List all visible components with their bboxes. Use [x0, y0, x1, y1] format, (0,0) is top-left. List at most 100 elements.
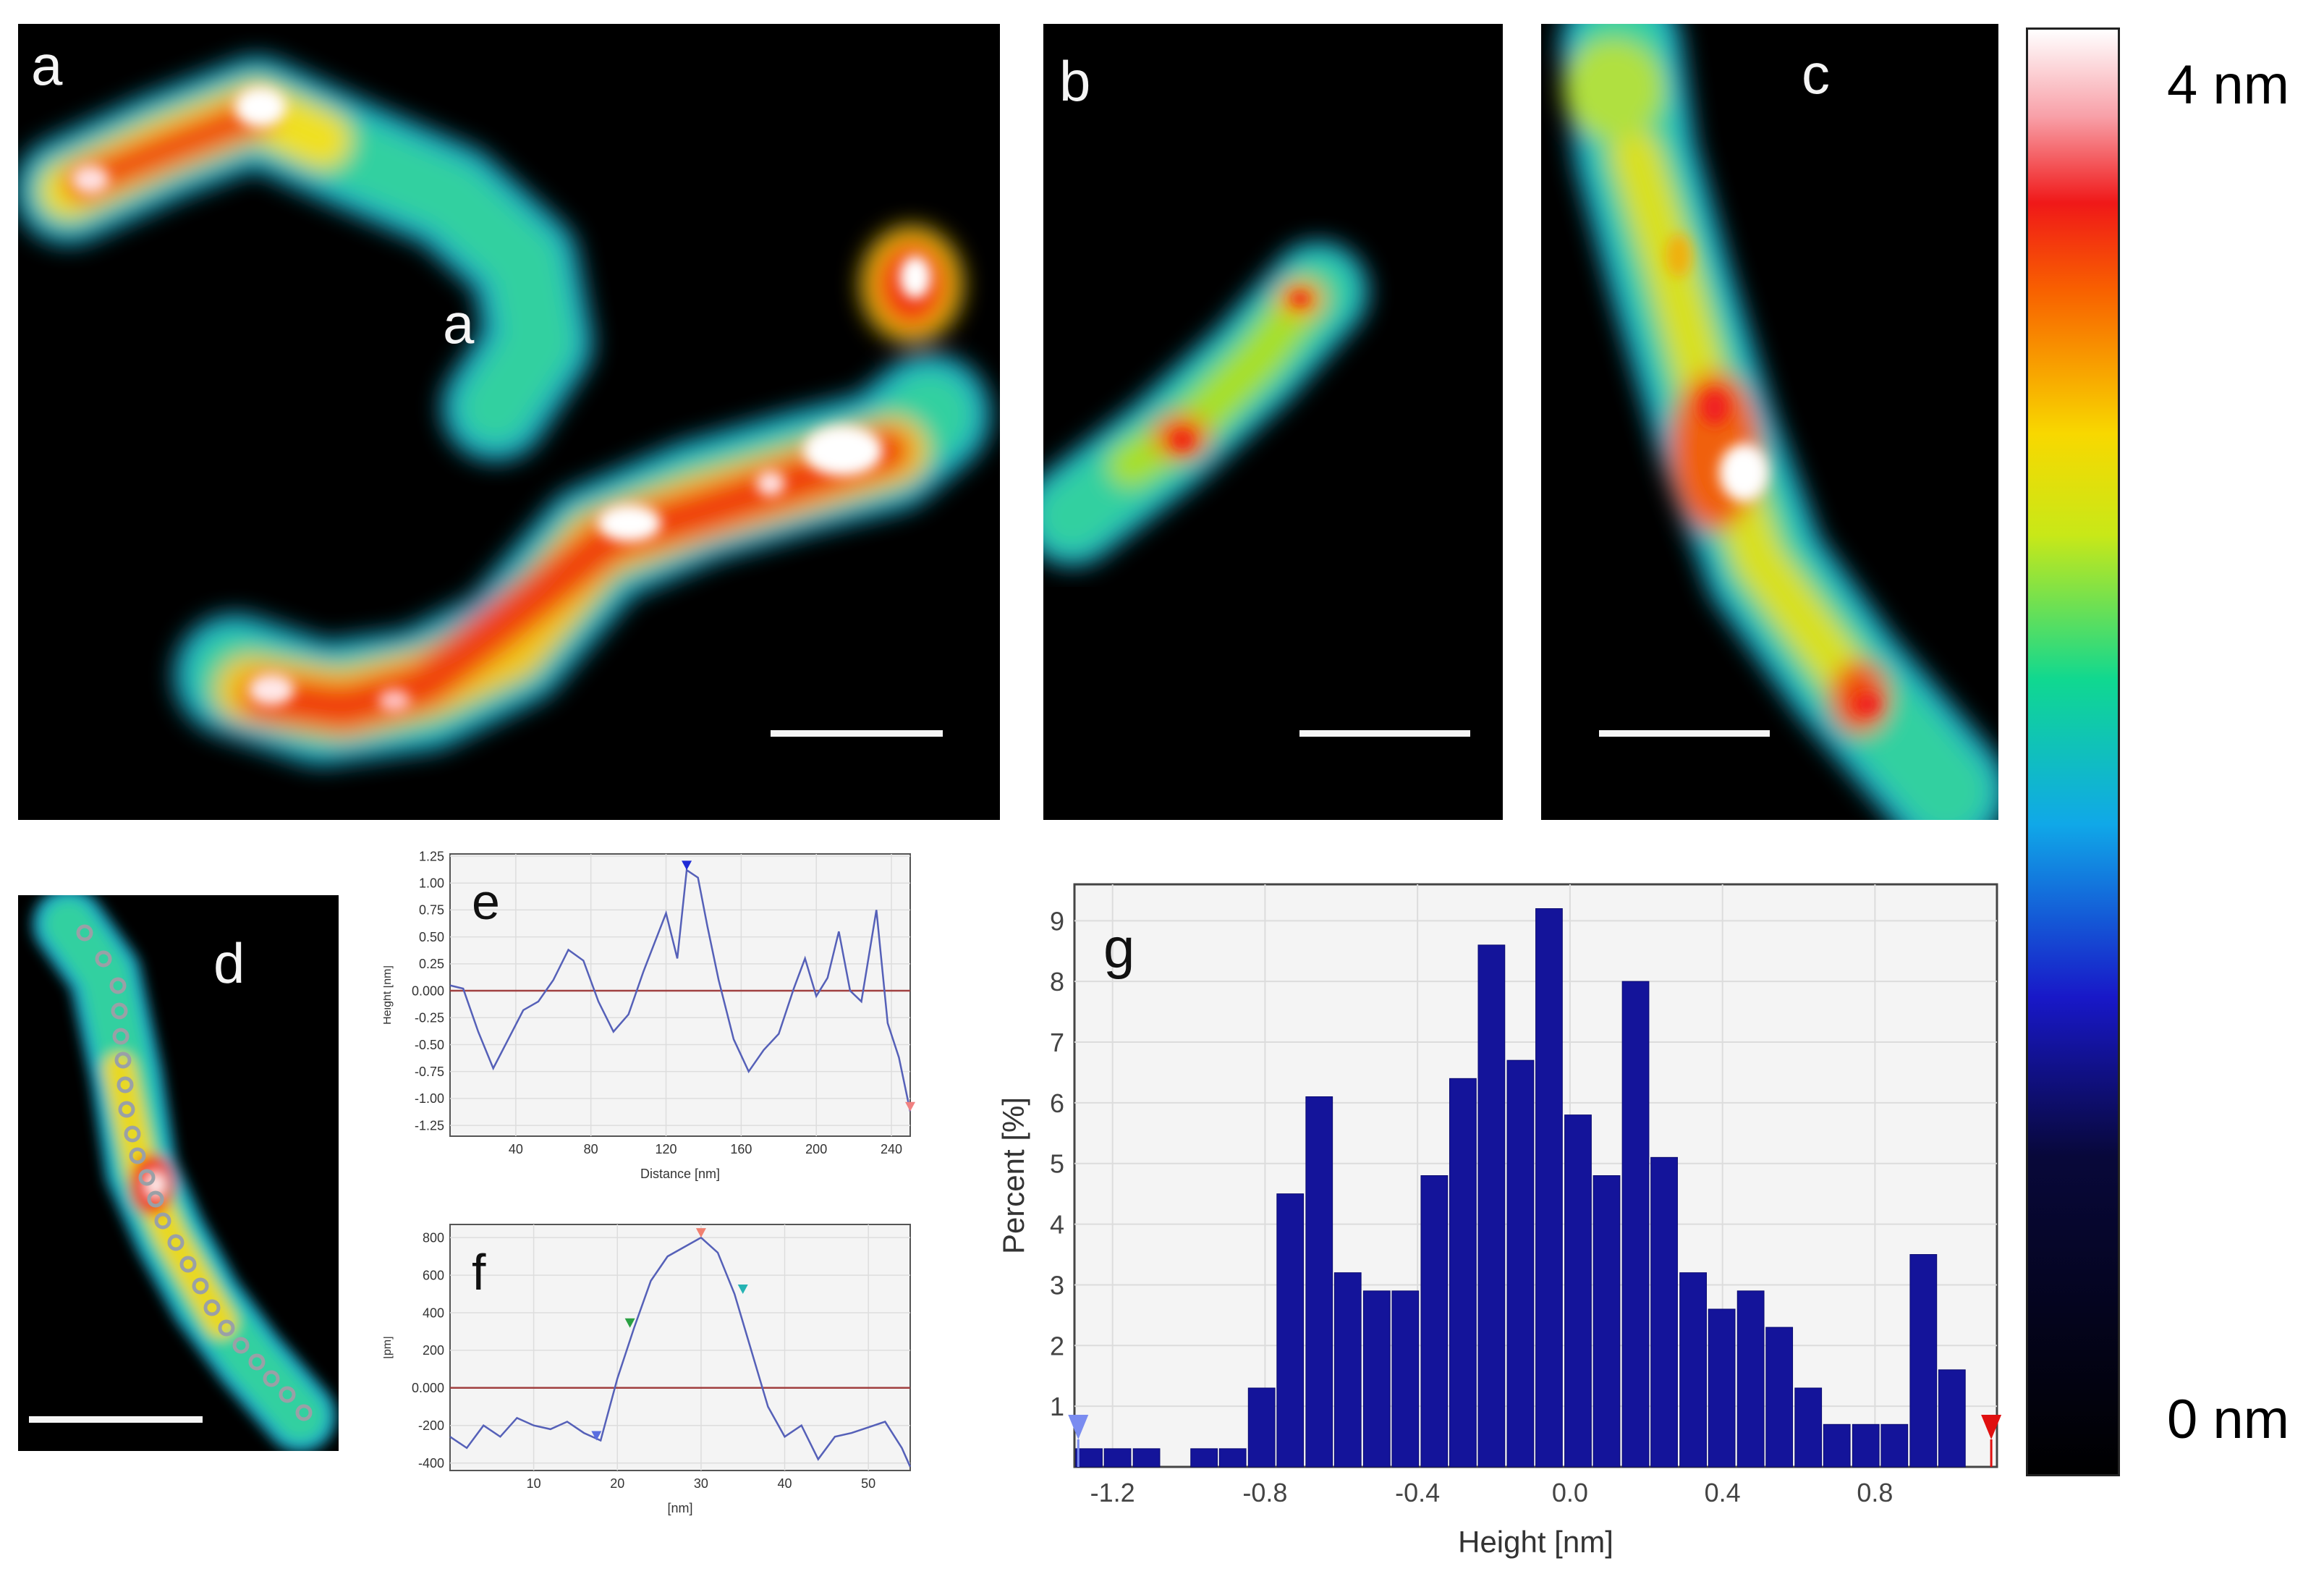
- cursor-marker: [737, 1285, 748, 1295]
- chart-e-svg: 40 80 120 160 200 240 1.25 1.00 0.75 0.50 0.25 0.00…: [381, 849, 915, 1181]
- y-tick-label: 0.75: [419, 903, 444, 918]
- afm-image-d: [33, 895, 336, 1451]
- x-tick-label: 240: [881, 1142, 902, 1156]
- histogram-bar: [1564, 1114, 1592, 1468]
- afm-image-a: [18, 56, 991, 766]
- panel-label-d: d: [213, 931, 245, 995]
- histogram-bar: [1938, 1369, 1966, 1468]
- y-tick-label: -1.00: [415, 1091, 444, 1106]
- cursor-marker: [624, 1318, 635, 1328]
- afm-panel-d: d: [18, 895, 339, 1451]
- afm-image-c: [1559, 24, 1998, 820]
- cursor-marker: [591, 1431, 602, 1441]
- histogram-bar: [1909, 1254, 1938, 1468]
- histogram-bar: [1449, 1078, 1477, 1468]
- x-tick-label: 20: [610, 1476, 624, 1491]
- y-axis-label: Height [nm]: [383, 965, 394, 1025]
- histogram-bar: [1276, 1193, 1305, 1468]
- afm-image-b: [1043, 241, 1369, 567]
- histogram-bar: [1362, 1290, 1391, 1468]
- x-tick-label: 0.0: [1552, 1478, 1588, 1507]
- plot-area: [449, 853, 911, 1137]
- y-tick-label: 0.000: [412, 983, 444, 998]
- y-tick-label: -0.50: [415, 1038, 444, 1052]
- y-tick-label: -1.25: [415, 1118, 444, 1133]
- y-tick-label: 9: [1050, 906, 1064, 936]
- panel-inner-label-a: a: [443, 292, 475, 355]
- histogram-bar: [1477, 944, 1506, 1468]
- cursor-marker: [695, 1228, 706, 1238]
- y-tick-label: 2: [1050, 1331, 1064, 1361]
- histogram-bar: [1823, 1423, 1851, 1468]
- y-tick-label: 1: [1050, 1392, 1064, 1421]
- scale-bar-d: [29, 1416, 203, 1423]
- y-tick-label: 6: [1050, 1088, 1064, 1118]
- y-tick-label: 3: [1050, 1270, 1064, 1300]
- x-axis-label: Distance [nm]: [640, 1167, 720, 1181]
- histogram-bar: [1190, 1448, 1218, 1468]
- x-tick-label: 40: [778, 1476, 792, 1491]
- histogram-bar: [1103, 1448, 1132, 1468]
- histogram-bar: [1420, 1175, 1449, 1468]
- histogram-bar: [1218, 1448, 1247, 1468]
- y-tick-label: 0.25: [419, 957, 444, 971]
- cursor-marker: [905, 1101, 915, 1112]
- scale-bar-b: [1299, 730, 1470, 737]
- y-tick-label: 1.25: [419, 849, 444, 863]
- chart-f-svg: 10 20 30 40 50 800 600 400 200 0.000 -200 -400 [nm] […: [381, 1224, 912, 1515]
- scale-bar-a: [771, 730, 943, 737]
- y-tick-label: 1.00: [419, 876, 444, 890]
- y-tick-label: -0.75: [415, 1065, 444, 1079]
- y-tick-label: 7: [1050, 1028, 1064, 1057]
- x-tick-label: 0.4: [1705, 1478, 1741, 1507]
- colorbar-max-label: 4 nm: [2167, 54, 2289, 116]
- x-tick-label: 0.8: [1857, 1478, 1893, 1507]
- y-axis-label: [pm]: [383, 1336, 394, 1358]
- histogram-bar: [1247, 1387, 1276, 1468]
- cursor-marker: [1981, 1415, 2002, 1439]
- x-axis-label: [nm]: [667, 1501, 692, 1515]
- scale-bar-c: [1599, 730, 1770, 737]
- histogram-bar: [1708, 1308, 1736, 1468]
- y-tick-label: 400: [423, 1306, 444, 1320]
- histogram-bar: [1765, 1327, 1794, 1468]
- x-tick-label: 40: [509, 1142, 523, 1156]
- afm-panel-b: b: [1043, 24, 1503, 820]
- histogram-bar: [1506, 1059, 1535, 1468]
- afm-panel-a: a a: [18, 24, 1000, 820]
- histogram-bar: [1132, 1448, 1161, 1468]
- histogram-bar: [1305, 1096, 1333, 1468]
- cursor-marker: [1068, 1415, 1089, 1439]
- y-axis-label: Percent [%]: [996, 1097, 1030, 1254]
- y-tick-label: 200: [423, 1343, 444, 1358]
- y-tick-label: 800: [423, 1230, 444, 1245]
- y-tick-label: -0.25: [415, 1011, 444, 1025]
- panel-label: e: [472, 873, 500, 930]
- trace-markers: [76, 924, 313, 1421]
- histogram-bar: [1075, 1448, 1103, 1468]
- afm-panel-c: c: [1541, 24, 1998, 820]
- cursor-marker: [682, 860, 692, 871]
- panel-label: f: [472, 1244, 486, 1300]
- x-tick-label: -0.8: [1242, 1478, 1287, 1507]
- series-line: [449, 1236, 912, 1468]
- histogram-bar: [1621, 981, 1650, 1468]
- colorbar-gradient: [2028, 30, 2118, 1474]
- x-tick-label: 120: [656, 1142, 677, 1156]
- histogram-bar: [1535, 908, 1563, 1468]
- histogram-bar: [1333, 1272, 1362, 1468]
- colorbar-min-label: 0 nm: [2167, 1389, 2289, 1450]
- x-tick-label: -1.2: [1090, 1478, 1135, 1507]
- x-tick-label: 10: [527, 1476, 541, 1491]
- histogram-bar: [1593, 1175, 1621, 1468]
- histogram-bar: [1794, 1387, 1823, 1468]
- colorbar: [2026, 27, 2120, 1476]
- y-tick-label: 4: [1050, 1210, 1064, 1240]
- y-tick-label: -200: [418, 1418, 444, 1433]
- x-tick-label: 30: [694, 1476, 708, 1491]
- y-tick-label: 0.000: [412, 1381, 444, 1395]
- x-tick-label: 80: [584, 1142, 598, 1156]
- chart-g: -1.2 -0.8 -0.4 0.0 0.4 0.8 1 2 3 4 5 6 7 8 9 Height [nm…: [977, 868, 2004, 1570]
- chart-f: 10 20 30 40 50 800 600 400 200 0.000 -200 -400 [nm] […: [381, 1216, 933, 1520]
- chart-e: 40 80 120 160 200 240 1.25 1.00 0.75 0.50 0.25 0.00…: [381, 847, 933, 1190]
